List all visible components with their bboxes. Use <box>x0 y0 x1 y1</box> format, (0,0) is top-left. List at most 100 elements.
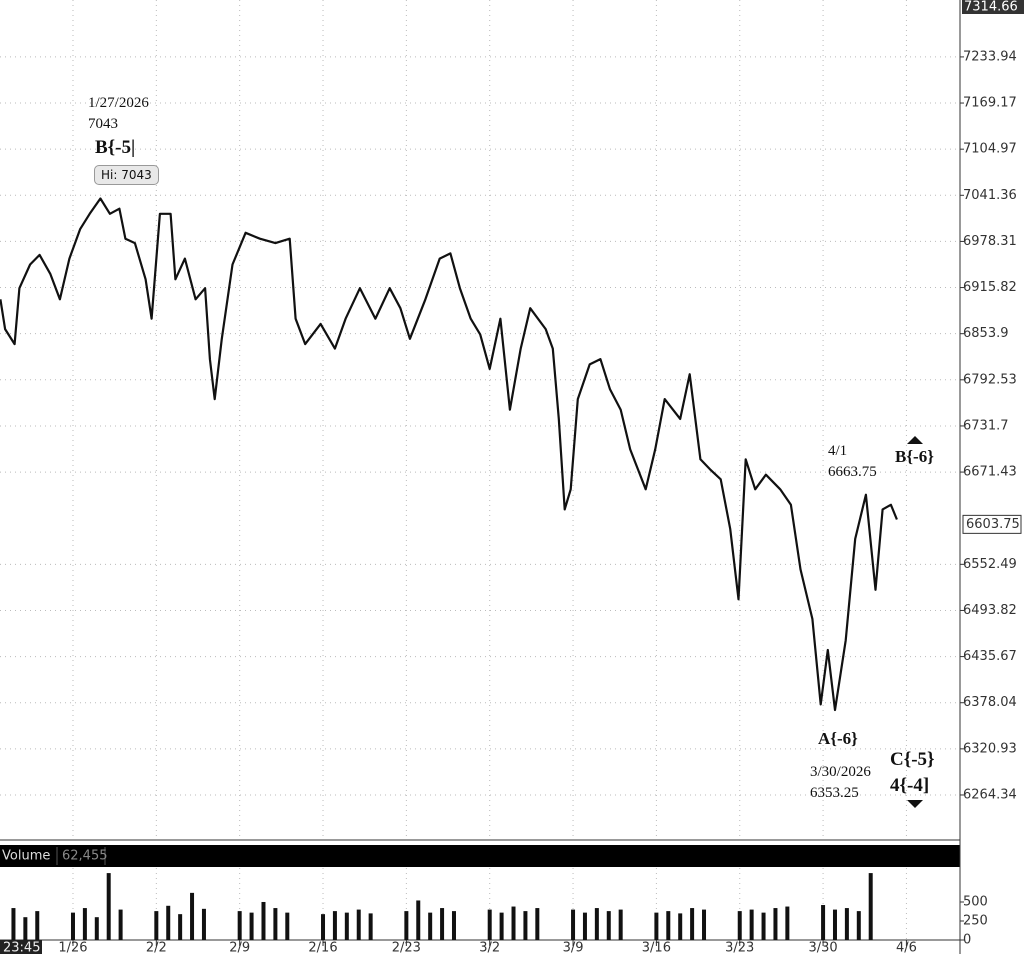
annotation: 3/30/2026 <box>810 764 871 780</box>
x-tick-label: 3/2 <box>479 941 500 954</box>
annotation: 1/27/2026 <box>88 95 149 111</box>
annotation: B{-5| <box>95 137 136 158</box>
volume-bar <box>440 908 445 940</box>
y-tick-label: 6671.43 <box>963 465 1017 480</box>
volume-title: Volume <box>2 849 50 864</box>
x-tick-label: 3/9 <box>563 941 584 954</box>
volume-bar <box>666 911 671 940</box>
volume-bar <box>237 911 242 940</box>
y-tick-label: 6853.9 <box>963 326 1009 341</box>
volume-bar <box>844 908 849 940</box>
volume-bar <box>618 909 623 940</box>
volume-bar <box>690 908 695 940</box>
volume-bar <box>582 912 587 940</box>
top-price-label: 7314.66 <box>964 0 1018 15</box>
volume-bar <box>702 909 707 940</box>
volume-bar <box>23 917 28 940</box>
arrow-down <box>907 800 923 808</box>
time-box <box>0 940 42 954</box>
volume-bar <box>249 912 254 940</box>
x-tick-label: 1/26 <box>58 941 87 954</box>
price-line <box>0 197 898 712</box>
last-price-box <box>962 514 1022 534</box>
volume-bar <box>499 912 504 940</box>
annotation: 4/1 <box>828 443 848 459</box>
last-price-label: 6603.75 <box>966 517 1020 532</box>
y-tick-label: 250 <box>963 913 988 928</box>
y-tick-label: 6792.53 <box>963 372 1017 387</box>
top-price-box <box>962 0 1024 14</box>
volume-bar <box>821 905 826 940</box>
x-tick-label: 3/23 <box>725 941 754 954</box>
volume-bar <box>332 911 337 940</box>
volume-bar <box>594 908 599 940</box>
volume-bar <box>606 911 611 940</box>
volume-bar <box>261 901 266 940</box>
volume-bar <box>511 906 516 940</box>
x-tick-label: 2/16 <box>308 941 337 954</box>
arrow-up <box>907 436 923 444</box>
volume-bar <box>785 906 790 940</box>
volume-bar <box>178 914 183 940</box>
volume-bar <box>773 908 778 940</box>
volume-bar <box>761 912 766 940</box>
volume-bar <box>654 912 659 940</box>
annotation: B{-6} <box>895 447 934 466</box>
volume-bar <box>368 913 373 940</box>
y-tick-label: 6378.04 <box>963 695 1017 710</box>
volume-bar <box>737 911 742 940</box>
volume-bar <box>190 892 195 940</box>
volume-bar <box>571 909 576 940</box>
volume-bar <box>118 909 123 940</box>
annotation: 6663.75 <box>828 464 877 480</box>
x-tick-label: 4/6 <box>896 941 917 954</box>
volume-bar <box>344 912 349 940</box>
volume-bar <box>273 908 278 940</box>
y-tick-label: 6435.67 <box>963 649 1017 664</box>
volume-bar <box>11 908 16 940</box>
x-tick-label: 3/30 <box>808 941 837 954</box>
volume-bar <box>94 917 99 940</box>
volume-bar <box>523 911 528 940</box>
volume-bar <box>535 908 540 940</box>
annotation: A{-6} <box>818 729 858 748</box>
y-tick-label: 7104.97 <box>963 142 1017 157</box>
volume-bar <box>201 908 206 940</box>
x-tick-label: 2/9 <box>229 941 250 954</box>
y-tick-label: 6552.49 <box>963 557 1017 572</box>
annotation: 7043 <box>88 116 118 132</box>
volume-bar <box>106 873 111 940</box>
volume-bar <box>856 911 861 940</box>
volume-bar <box>35 911 40 940</box>
volume-bar <box>82 908 87 940</box>
y-tick-label: 6264.34 <box>963 787 1017 802</box>
volume-value: 62,455 <box>62 849 108 864</box>
time-label: 23:45 <box>3 941 40 954</box>
y-tick-label: 500 <box>963 894 988 909</box>
volume-bar <box>451 911 456 940</box>
volume-bar <box>678 913 683 940</box>
volume-bar <box>70 912 75 940</box>
y-tick-label: 6731.7 <box>963 418 1009 433</box>
y-tick-label: 6320.93 <box>963 741 1017 756</box>
y-tick-label: 6493.82 <box>963 603 1017 618</box>
volume-bar <box>868 873 873 940</box>
annotation: 6353.25 <box>810 785 859 801</box>
volume-header <box>0 845 960 867</box>
volume-bar <box>487 909 492 940</box>
volume-bar <box>166 905 171 940</box>
volume-bar <box>428 912 433 940</box>
volume-bar <box>154 911 159 940</box>
y-tick-label: 6978.31 <box>963 234 1017 249</box>
y-tick-label: 7041.36 <box>963 188 1017 203</box>
y-tick-label: 7169.17 <box>963 96 1017 111</box>
volume-bar <box>285 912 290 940</box>
y-tick-label: 0 <box>963 933 971 948</box>
x-tick-label: 2/2 <box>146 941 167 954</box>
volume-bar <box>416 900 421 940</box>
volume-bar <box>832 909 837 940</box>
annotation: C{-5} <box>890 749 935 770</box>
volume-bar <box>749 909 754 940</box>
